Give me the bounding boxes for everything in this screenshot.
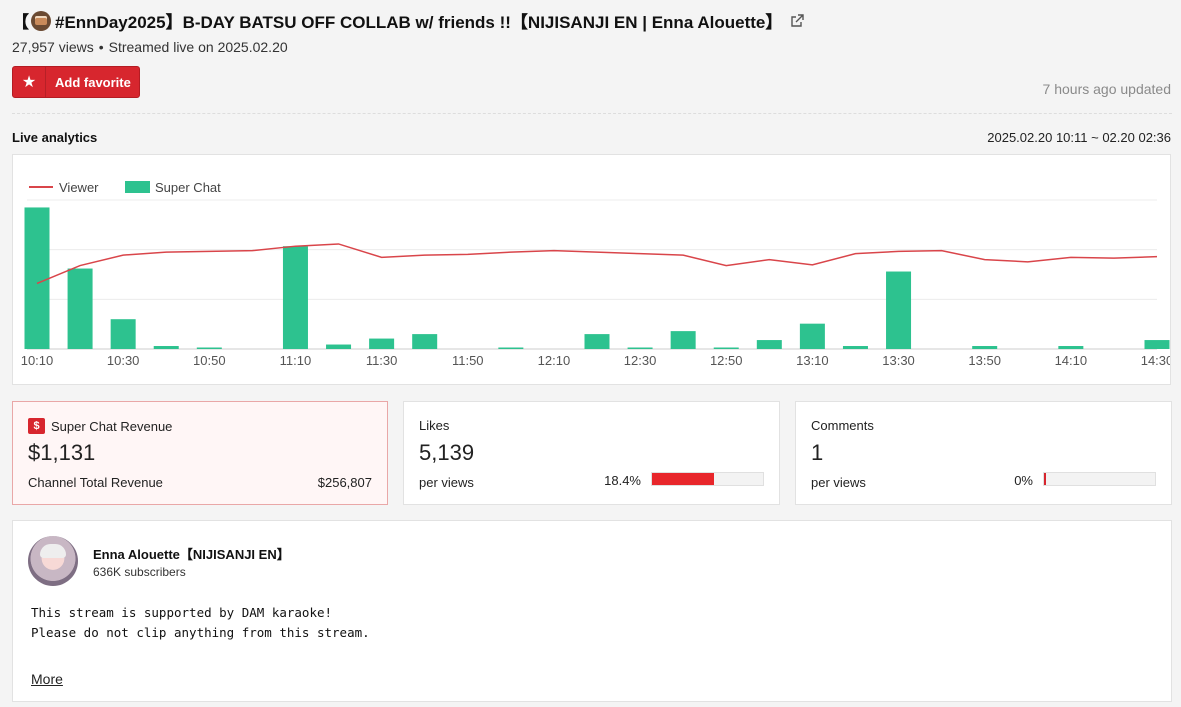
superchat-bar	[799, 323, 825, 349]
superchat-title: Super Chat Revenue	[51, 418, 173, 434]
comments-percent: 0%	[1014, 473, 1033, 488]
legend-superchat-label: Super Chat	[155, 180, 221, 195]
x-tick-label: 13:50	[968, 353, 1001, 368]
view-count: 27,957 views	[12, 39, 94, 55]
more-link[interactable]: More	[31, 671, 63, 687]
add-favorite-label: Add favorite	[55, 74, 131, 90]
likes-progress-fill	[652, 473, 715, 485]
title-bracket: 【	[12, 13, 29, 32]
superchat-bar	[67, 268, 93, 349]
superchat-bar	[412, 334, 438, 349]
channel-name[interactable]: Enna Alouette【NIJISANJI EN】	[93, 547, 290, 562]
x-tick-label: 14:30	[1141, 353, 1170, 368]
video-title: 【 #EnnDay2025】B-DAY BATSU OFF COLLAB w/ …	[12, 8, 1162, 33]
divider	[12, 113, 1172, 114]
updated-text: 7 hours ago updated	[1042, 81, 1171, 97]
superchat-card: $ Super Chat Revenue $1,131 Channel Tota…	[12, 401, 388, 505]
superchat-value: $1,131	[28, 440, 96, 465]
x-tick-label: 11:30	[366, 353, 398, 368]
superchat-bar	[713, 347, 739, 349]
superchat-card-title-row: $ Super Chat Revenue	[28, 418, 172, 434]
likes-value: 5,139	[419, 440, 475, 465]
superchat-bar	[153, 346, 179, 349]
channel-total-value: $256,807	[317, 475, 372, 490]
superchat-bar	[756, 340, 782, 349]
title-text: #EnnDay2025】B-DAY BATSU OFF COLLAB w/ fr…	[55, 13, 783, 32]
comments-title: Comments	[811, 418, 874, 433]
x-tick-label: 14:10	[1055, 353, 1088, 368]
likes-per-views-label: per views	[419, 475, 474, 490]
cake-icon	[31, 10, 51, 31]
likes-progress-bar	[651, 472, 764, 486]
comments-card: Comments 1 per views 0%	[795, 401, 1172, 505]
external-link-icon[interactable]	[790, 13, 805, 28]
likes-percent: 18.4%	[604, 473, 641, 488]
x-tick-label: 12:10	[538, 353, 571, 368]
x-tick-label: 12:30	[624, 353, 657, 368]
superchat-bar	[282, 246, 308, 349]
dollar-icon: $	[28, 418, 45, 434]
comments-progress-bar	[1043, 472, 1156, 486]
superchat-bar	[1058, 346, 1084, 349]
channel-description-box: Enna Alouette【NIJISANJI EN】 636K subscri…	[12, 520, 1172, 702]
subscriber-count: 636K subscribers	[93, 565, 186, 579]
superchat-bar	[584, 334, 610, 349]
x-tick-label: 10:10	[21, 353, 54, 368]
chart-svg: Viewer Super Chat 10:10 10:30 10:50 11:10 11:3…	[21, 180, 1170, 368]
likes-title: Likes	[419, 418, 450, 433]
x-tick-label: 12:50	[710, 353, 743, 368]
comments-progress-fill	[1044, 473, 1046, 485]
x-tick-label: 11:10	[280, 353, 312, 368]
analytics-chart: Viewer Super Chat 10:10 10:30 10:50 11:10 11:3…	[12, 154, 1171, 385]
x-tick-label: 10:50	[193, 353, 226, 368]
superchat-bar	[972, 346, 998, 349]
time-range: 2025.02.20 10:11 ~ 02.20 02:36	[987, 130, 1171, 145]
likes-card: Likes 5,139 per views 18.4%	[403, 401, 780, 505]
comments-per-views-label: per views	[811, 475, 866, 490]
superchat-bar	[369, 338, 395, 349]
star-icon: ★	[13, 67, 46, 97]
superchat-bar	[1144, 340, 1170, 349]
legend-superchat-swatch	[125, 181, 150, 193]
add-favorite-button[interactable]: ★ Add favorite	[12, 66, 140, 98]
superchat-bar	[110, 319, 136, 349]
stream-date: Streamed live on 2025.02.20	[108, 39, 288, 55]
superchat-bar	[196, 347, 222, 349]
x-tick-label: 13:30	[882, 353, 915, 368]
x-tick-label: 11:50	[452, 353, 484, 368]
superchat-bar	[24, 207, 50, 349]
section-title: Live analytics	[12, 130, 98, 145]
superchat-bar	[886, 271, 912, 349]
superchat-bar	[627, 347, 653, 349]
stream-description: This stream is supported by DAM karaoke!…	[31, 605, 370, 640]
video-meta: 27,957 views • Streamed live on 2025.02.20	[12, 39, 288, 55]
superchat-bar	[326, 344, 352, 349]
x-tick-label: 10:30	[107, 353, 140, 368]
superchat-bar	[498, 347, 524, 349]
avatar[interactable]	[28, 536, 78, 586]
superchat-bar	[842, 346, 868, 349]
superchat-bar	[670, 331, 696, 349]
channel-total-label: Channel Total Revenue	[28, 475, 163, 490]
legend-viewer-label: Viewer	[59, 180, 99, 195]
viewer-line	[36, 243, 1158, 285]
x-tick-label: 13:10	[796, 353, 829, 368]
comments-value: 1	[811, 440, 824, 465]
